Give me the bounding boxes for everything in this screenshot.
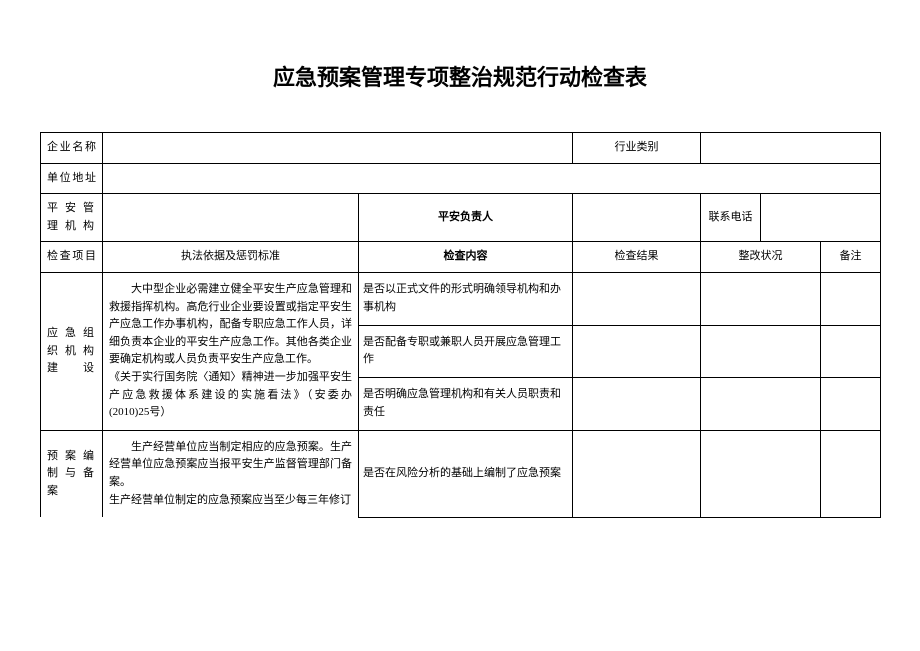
field-company-name (103, 133, 573, 164)
section1-item3-result (573, 378, 701, 431)
label-company-name: 企业名称 (41, 133, 103, 164)
inspection-table: 企业名称 行业类别 单位地址 平安管理机构 平安负责人 联系电话 检查项目 执法… (40, 132, 881, 518)
col-rectify: 整改状况 (701, 242, 821, 273)
section1-item1-result (573, 272, 701, 325)
field-phone (761, 194, 881, 242)
label-safety-org: 平安管理机构 (41, 194, 103, 242)
col-project: 检查项目 (41, 242, 103, 273)
field-safety-person (573, 194, 701, 242)
row-safety-org: 平安管理机构 平安负责人 联系电话 (41, 194, 881, 242)
col-result: 检查结果 (573, 242, 701, 273)
row-s2-i1: 预案编制与备案 生产经营单位应当制定相应的应急预案。生产经营单位应急预案应当报平… (41, 430, 881, 517)
section1-item2-result (573, 325, 701, 378)
section1-item2-rectify (701, 325, 821, 378)
section2-item1: 是否在风险分析的基础上编制了应急预案 (359, 430, 573, 517)
section2-name: 预案编制与备案 (41, 430, 103, 517)
section1-item3: 是否明确应急管理机构和有关人员职责和责任 (359, 378, 573, 431)
section2-basis: 生产经营单位应当制定相应的应急预案。生产经营单位应急预案应当报平安生产监督管理部… (103, 430, 359, 517)
label-industry: 行业类别 (573, 133, 701, 164)
section1-item2-remark (821, 325, 881, 378)
label-phone: 联系电话 (701, 194, 761, 242)
section2-item1-remark (821, 430, 881, 517)
field-safety-org (103, 194, 359, 242)
col-basis: 执法依据及惩罚标准 (103, 242, 359, 273)
section1-name: 应急组织机构建设 (41, 272, 103, 430)
label-safety-person: 平安负责人 (359, 194, 573, 242)
field-address (103, 163, 881, 194)
section1-item3-remark (821, 378, 881, 431)
section1-item1-rectify (701, 272, 821, 325)
section1-item1: 是否以正式文件的形式明确领导机构和办事机构 (359, 272, 573, 325)
section2-item1-result (573, 430, 701, 517)
section1-item3-rectify (701, 378, 821, 431)
col-content: 检查内容 (359, 242, 573, 273)
section1-item2: 是否配备专职或兼职人员开展应急管理工作 (359, 325, 573, 378)
col-remark: 备注 (821, 242, 881, 273)
row-address: 单位地址 (41, 163, 881, 194)
page-title: 应急预案管理专项整治规范行动检查表 (40, 60, 880, 92)
label-address: 单位地址 (41, 163, 103, 194)
section1-item1-remark (821, 272, 881, 325)
section1-basis: 大中型企业必需建立健全平安生产应急管理和救援指挥机构。高危行业企业要设置或指定平… (103, 272, 359, 430)
row-s1-i1: 应急组织机构建设 大中型企业必需建立健全平安生产应急管理和救援指挥机构。高危行业… (41, 272, 881, 325)
row-column-headers: 检查项目 执法依据及惩罚标准 检查内容 检查结果 整改状况 备注 (41, 242, 881, 273)
row-company: 企业名称 行业类别 (41, 133, 881, 164)
field-industry (701, 133, 881, 164)
section2-item1-rectify (701, 430, 821, 517)
